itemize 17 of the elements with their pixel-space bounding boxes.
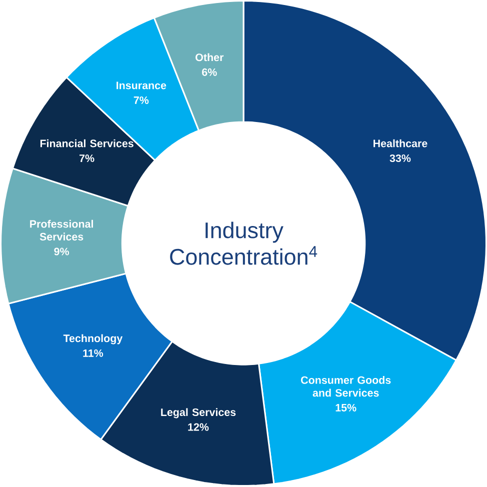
slice-label: Legal Services — [161, 408, 236, 418]
data-label: 15% — [336, 404, 356, 412]
slice-label: Insurance — [116, 82, 166, 90]
data-label: 9% — [54, 248, 70, 256]
slice-label: Professional Services — [30, 220, 93, 241]
slice-label: Healthcare — [374, 140, 428, 148]
slice-label: Financial Services — [40, 140, 134, 148]
data-label: 6% — [202, 68, 217, 76]
text: Industry Concentration$^{4}$ — [170, 222, 318, 266]
data-label: 7% — [134, 96, 149, 104]
data-label: 11% — [83, 350, 104, 358]
data-label: 12% — [188, 423, 209, 432]
data-label: 7% — [80, 154, 94, 162]
slice-label: Other — [196, 53, 224, 62]
data-label: 33% — [390, 154, 411, 162]
slice-label: Technology — [63, 334, 123, 344]
slice-label: Consumer Goods and Services — [301, 376, 391, 397]
